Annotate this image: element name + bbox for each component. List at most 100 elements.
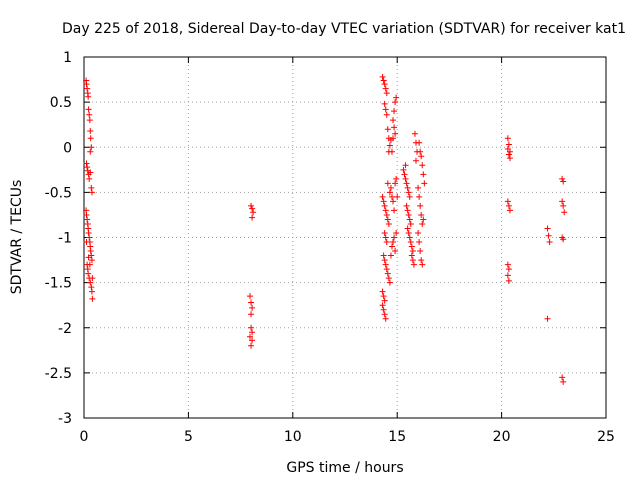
data-point [560,378,567,385]
data-point [390,117,397,124]
data-point [406,193,413,200]
data-points [83,73,568,385]
data-point [392,99,399,106]
data-point [504,135,511,142]
data-point [392,180,399,187]
data-point [381,202,388,209]
data-point [379,288,386,295]
data-point [388,243,395,250]
data-point [418,257,425,264]
x-axis-label: GPS time / hours [286,460,403,476]
data-point [404,225,411,232]
data-point [383,266,390,273]
data-point [83,160,90,167]
data-point [390,198,397,205]
data-point [392,130,399,137]
data-point [420,216,427,223]
data-point [388,193,395,200]
data-point [246,293,253,300]
data-point [382,85,389,92]
data-point [380,293,387,300]
data-point [504,261,511,268]
data-point [400,166,407,173]
data-point [402,162,409,169]
data-point [382,315,389,322]
data-point [85,229,92,236]
data-point [505,266,512,273]
data-point [83,211,90,218]
data-point [386,279,393,286]
data-point [250,209,257,216]
data-point [505,141,512,148]
x-tick-label: 10 [284,429,302,445]
data-point [411,130,418,137]
data-point [379,193,386,200]
data-point [408,243,415,250]
data-point [88,184,95,191]
data-point [88,288,95,295]
data-point [86,234,93,241]
data-point [246,333,253,340]
data-point [383,90,390,97]
y-tick-label: -2 [58,321,72,337]
data-point [544,315,551,322]
data-point [383,239,390,246]
data-point [248,324,255,331]
data-point [390,135,397,142]
data-point [506,207,513,214]
y-tick-label: 1 [63,50,72,66]
x-tick-label: 15 [388,429,406,445]
data-point [402,175,409,182]
data-point [88,144,95,151]
data-point [404,184,411,191]
data-point [249,304,256,311]
data-point [379,73,386,80]
data-point [421,180,428,187]
y-tick-label: -0.5 [45,185,72,201]
data-point [381,100,388,107]
data-point [249,337,256,344]
data-point [394,193,401,200]
data-point [248,342,255,349]
data-point [559,198,566,205]
data-point [419,162,426,169]
data-point [385,275,392,282]
x-tick-label: 0 [80,429,89,445]
data-point [380,306,387,313]
data-point [381,257,388,264]
data-point [409,257,416,264]
data-point [559,175,566,182]
data-point [406,216,413,223]
y-tick-label: -2.5 [45,366,72,382]
data-point [405,211,412,218]
data-point [560,178,567,185]
data-point [382,234,389,241]
data-point [85,270,92,277]
data-point [410,261,417,268]
data-point [384,126,391,133]
data-point [384,270,391,277]
data-point [560,236,567,243]
data-point [87,148,94,155]
data-point [391,108,398,115]
data-point [249,214,256,221]
data-point [379,302,386,309]
data-point [504,198,511,205]
data-point [417,248,424,255]
data-point [386,189,393,196]
data-point [85,93,92,100]
data-point [404,207,411,214]
chart-title: Day 225 of 2018, Sidereal Day-to-day VTE… [62,21,626,37]
data-point [89,295,96,302]
data-point [86,111,93,118]
data-point [406,234,413,241]
data-point [415,184,422,191]
data-point [83,81,90,88]
data-point [391,124,398,131]
data-point [401,171,408,178]
data-point [505,202,512,209]
data-point [391,234,398,241]
data-point [405,229,412,236]
data-point [84,164,91,171]
data-point [384,180,391,187]
